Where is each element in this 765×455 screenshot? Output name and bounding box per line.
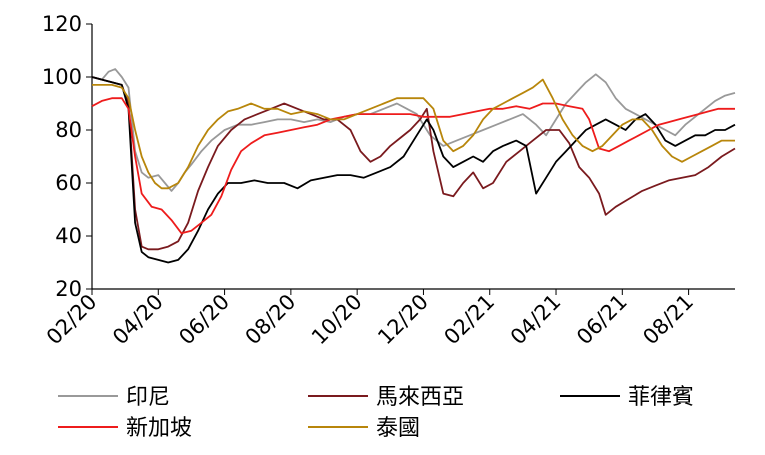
y-tick-label: 120 (42, 12, 82, 36)
axes (91, 24, 735, 290)
legend-label: 馬來西亞 (376, 385, 464, 410)
y-axis-ticks: 20 40 60 80 100 120 (42, 12, 92, 301)
y-tick-label: 40 (55, 224, 82, 248)
legend-label: 菲律賓 (628, 385, 694, 410)
legend-label: 印尼 (126, 385, 170, 410)
y-tick-label: 60 (55, 171, 82, 195)
series-line-新加坡 (91, 97, 735, 235)
series-lines (91, 68, 736, 264)
series-line-馬來西亞 (91, 76, 736, 251)
series-line-印尼 (91, 68, 736, 192)
series-line-泰國 (92, 78, 735, 190)
y-tick-label: 20 (55, 277, 82, 301)
x-tick-label: 06/20 (174, 290, 234, 350)
x-tick-label: 04/20 (108, 290, 168, 350)
x-tick-label: 04/21 (506, 290, 566, 350)
x-axis-ticks: 02/20 04/20 06/20 08/20 10/20 12/20 02/21 04/21… (42, 289, 698, 349)
y-tick-label: 100 (42, 65, 82, 89)
x-tick-label: 10/20 (307, 290, 367, 350)
x-tick-label: 08/21 (638, 290, 698, 350)
x-tick-label: 08/20 (241, 290, 301, 350)
x-tick-label: 12/20 (373, 290, 433, 350)
legend-label: 新加坡 (126, 416, 192, 441)
legend-label: 泰國 (376, 416, 420, 441)
x-tick-label: 02/21 (439, 290, 499, 350)
series-line-菲律賓 (91, 76, 736, 264)
y-tick-label: 80 (55, 118, 82, 142)
x-tick-label: 06/21 (572, 290, 632, 350)
